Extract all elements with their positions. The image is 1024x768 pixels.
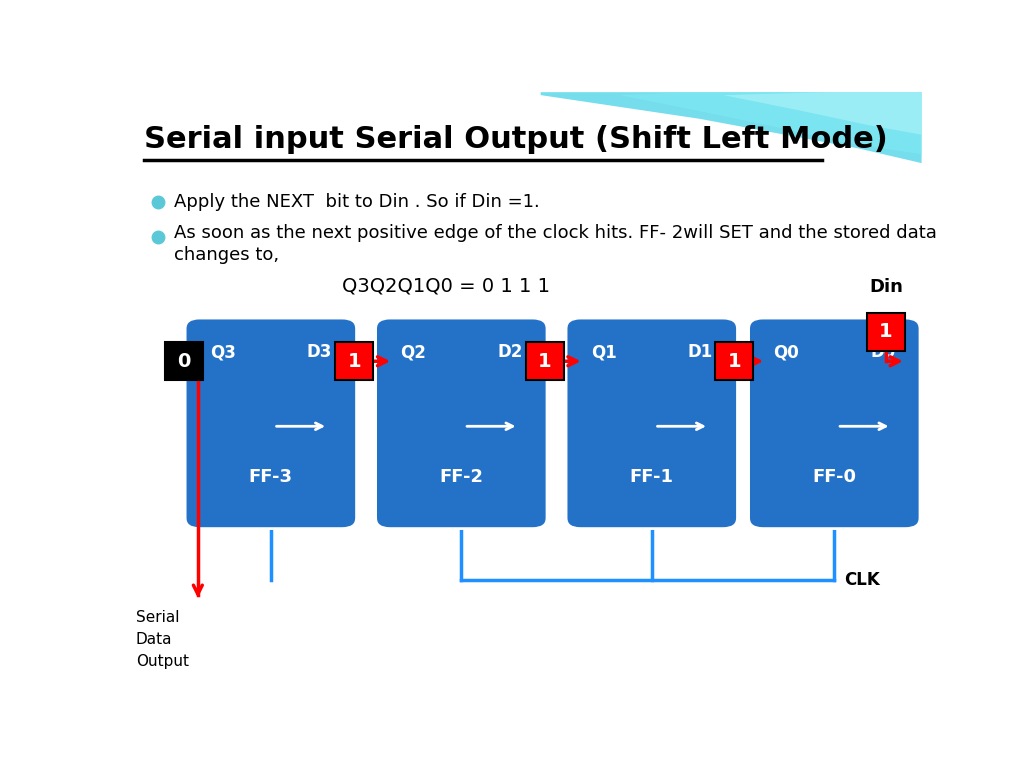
Text: Serial
Data
Output: Serial Data Output: [136, 610, 189, 669]
Text: D3: D3: [306, 343, 332, 362]
Polygon shape: [620, 92, 922, 154]
FancyBboxPatch shape: [566, 318, 737, 528]
Polygon shape: [723, 92, 922, 134]
Text: FF-2: FF-2: [439, 468, 483, 485]
Text: As soon as the next positive edge of the clock hits. FF- 2will SET and the store: As soon as the next positive edge of the…: [174, 224, 937, 242]
Text: D0: D0: [870, 343, 895, 362]
Text: Q3: Q3: [210, 343, 236, 362]
Text: FF-1: FF-1: [630, 468, 674, 485]
Text: 1: 1: [879, 322, 893, 341]
Text: changes to,: changes to,: [174, 246, 280, 263]
Text: Q0: Q0: [773, 343, 799, 362]
FancyBboxPatch shape: [867, 313, 905, 350]
Text: Din: Din: [869, 278, 903, 296]
Text: Serial input Serial Output (Shift Left Mode): Serial input Serial Output (Shift Left M…: [143, 124, 888, 154]
Text: FF-3: FF-3: [249, 468, 293, 485]
Text: D2: D2: [497, 343, 522, 362]
Text: Q3Q2Q1Q0 = 0 1 1 1: Q3Q2Q1Q0 = 0 1 1 1: [342, 276, 550, 296]
Polygon shape: [541, 92, 922, 163]
FancyBboxPatch shape: [165, 343, 203, 380]
FancyBboxPatch shape: [376, 318, 547, 528]
Text: D1: D1: [688, 343, 713, 362]
Text: FF-0: FF-0: [812, 468, 856, 485]
Text: 0: 0: [177, 352, 190, 371]
Text: 1: 1: [727, 352, 741, 371]
FancyBboxPatch shape: [749, 318, 920, 528]
Text: 1: 1: [347, 352, 361, 371]
FancyBboxPatch shape: [335, 343, 373, 380]
Text: CLK: CLK: [844, 571, 880, 589]
Text: Apply the NEXT  bit to Din . So if Din =1.: Apply the NEXT bit to Din . So if Din =1…: [174, 193, 540, 210]
Text: Q1: Q1: [591, 343, 616, 362]
Text: 1: 1: [538, 352, 552, 371]
FancyBboxPatch shape: [185, 318, 356, 528]
FancyBboxPatch shape: [715, 343, 754, 380]
FancyBboxPatch shape: [525, 343, 563, 380]
Text: Q2: Q2: [400, 343, 426, 362]
